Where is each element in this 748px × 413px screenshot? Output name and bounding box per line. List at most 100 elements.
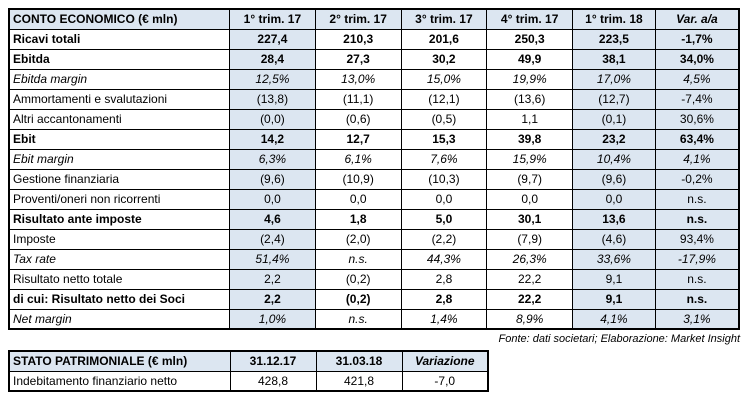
balance-table-body: Indebitamento finanziario netto 428,8 421,… xyxy=(8,370,489,392)
row-label: Ebitda xyxy=(8,48,231,70)
value-cell: (4,6) xyxy=(572,228,656,250)
value-cell: 0,0 xyxy=(400,188,488,210)
value-cell: (0,2) xyxy=(314,288,402,310)
value-cell: 210,3 xyxy=(314,28,402,50)
row-label: Imposte xyxy=(8,228,231,250)
value-cell: (12,7) xyxy=(572,88,656,110)
value-cell: 7,6% xyxy=(400,148,488,170)
column-header-31-03-18: 31.03.18 xyxy=(315,350,403,372)
income-table-title: CONTO ECONOMICO (€ mln) xyxy=(8,8,231,30)
value-cell: 30,1 xyxy=(486,208,574,230)
value-cell: 4,1% xyxy=(654,148,740,170)
value-cell: 1,1 xyxy=(486,108,574,130)
value-cell: 1,8 xyxy=(314,208,402,230)
value-cell: 22,2 xyxy=(486,288,574,310)
value-cell: 93,4% xyxy=(654,228,740,250)
table-row: Ammortamenti e svalutazioni (13,8) (11,1)(… xyxy=(8,88,740,110)
table-row: Ebitda 28,4 27,3 30,2 49,9 38,1 34,0% xyxy=(8,48,740,70)
value-cell: (7,9) xyxy=(486,228,574,250)
value-cell: (0,0) xyxy=(229,108,316,130)
column-header-variazione: Variazione xyxy=(401,350,489,372)
value-cell: 9,1 xyxy=(572,288,656,310)
value-cell: 227,4 xyxy=(229,28,316,50)
value-cell: 15,9% xyxy=(486,148,574,170)
value-cell: 10,4% xyxy=(572,148,656,170)
column-header-q1-17: 1° trim. 17 xyxy=(229,8,316,30)
value-cell: (9,6) xyxy=(572,168,656,190)
table-row: Altri accantonamenti (0,0) (0,6) (0,5) 1,1 (0… xyxy=(8,108,740,130)
table-row: Ebit margin 6,3% 6,1% 7,6% 15,9% 10,4% 4,1% xyxy=(8,148,740,170)
value-cell: 30,6% xyxy=(654,108,740,130)
value-cell: 13,0% xyxy=(314,68,402,90)
value-cell: 9,1 xyxy=(572,268,656,290)
value-cell: 17,0% xyxy=(572,68,656,90)
value-cell: 6,3% xyxy=(229,148,316,170)
value-cell: (13,8) xyxy=(229,88,316,110)
row-label: Risultato ante imposte xyxy=(8,208,231,230)
value-cell: -0,2% xyxy=(654,168,740,190)
row-label: Ammortamenti e svalutazioni xyxy=(8,88,231,110)
table-row: Risultato ante imposte 4,6 1,8 5,0 30,1 13,6 n… xyxy=(8,208,740,230)
row-label: Ebit xyxy=(8,128,231,150)
value-cell: -1,7% xyxy=(654,28,740,50)
balance-header-row: STATO PATRIMONIALE (€ mln) 31.12.17 31.0… xyxy=(8,350,489,372)
column-header-31-12-17: 31.12.17 xyxy=(229,350,317,372)
table-row: Ebit 14,2 12,7 15,3 39,8 23,2 63,4% xyxy=(8,128,740,150)
row-label: Proventi/oneri non ricorrenti xyxy=(8,188,231,210)
value-cell: 12,7 xyxy=(314,128,402,150)
value-cell: 421,8 xyxy=(315,370,403,392)
value-cell: n.s. xyxy=(654,188,740,210)
value-cell: 0,0 xyxy=(229,188,316,210)
value-cell: 26,3% xyxy=(486,248,574,270)
table-row: Tax rate 51,4% n.s. 44,3% 26,3% 33,6% -17,9% xyxy=(8,248,740,270)
value-cell: 5,0 xyxy=(400,208,488,230)
value-cell: (13,6) xyxy=(486,88,574,110)
value-cell: 4,1% xyxy=(572,308,656,330)
value-cell: 2,8 xyxy=(400,288,488,310)
value-cell: 15,0% xyxy=(400,68,488,90)
value-cell: (10,3) xyxy=(400,168,488,190)
page: CONTO ECONOMICO (€ mln) 1° trim. 17 2° t… xyxy=(8,8,740,392)
value-cell: 0,0 xyxy=(486,188,574,210)
value-cell: (11,1) xyxy=(314,88,402,110)
row-label: Tax rate xyxy=(8,248,231,270)
value-cell: 49,9 xyxy=(486,48,574,70)
value-cell: 3,1% xyxy=(654,308,740,330)
value-cell: 44,3% xyxy=(400,248,488,270)
value-cell: 19,9% xyxy=(486,68,574,90)
value-cell: (0,6) xyxy=(314,108,402,130)
row-label: Indebitamento finanziario netto xyxy=(8,370,231,392)
value-cell: 15,3 xyxy=(400,128,488,150)
value-cell: (12,1) xyxy=(400,88,488,110)
value-cell: 2,8 xyxy=(400,268,488,290)
row-label: Net margin xyxy=(8,308,231,330)
table-row: Ricavi totali 227,4 210,3 201,6 250,3 223,5 -1… xyxy=(8,28,740,50)
value-cell: n.s. xyxy=(314,308,402,330)
value-cell: 8,9% xyxy=(486,308,574,330)
value-cell: 51,4% xyxy=(229,248,316,270)
value-cell: 6,1% xyxy=(314,148,402,170)
column-header-q3-17: 3° trim. 17 xyxy=(400,8,488,30)
value-cell: (9,6) xyxy=(229,168,316,190)
row-label: Ebit margin xyxy=(8,148,231,170)
value-cell: 63,4% xyxy=(654,128,740,150)
table-row: Proventi/oneri non ricorrenti 0,0 0,0 0,0 0,… xyxy=(8,188,740,210)
source-note: Fonte: dati societari; Elaborazione: Mar… xyxy=(498,333,740,345)
value-cell: 27,3 xyxy=(314,48,402,70)
income-table-body: Ricavi totali 227,4 210,3 201,6 250,3 223,5 -1… xyxy=(8,28,740,330)
value-cell: 0,0 xyxy=(314,188,402,210)
value-cell: (0,1) xyxy=(572,108,656,130)
value-cell: 33,6% xyxy=(572,248,656,270)
row-label: Ebitda margin xyxy=(8,68,231,90)
table-row: di cui: Risultato netto dei Soci 2,2 (0,2)… xyxy=(8,288,740,310)
value-cell: (10,9) xyxy=(314,168,402,190)
column-header-var-yoy: Var. a/a xyxy=(654,8,740,30)
value-cell: 1,4% xyxy=(400,308,488,330)
table-row: Gestione finanziaria (9,6) (10,9) (10,3) (9,… xyxy=(8,168,740,190)
column-header-q4-17: 4° trim. 17 xyxy=(486,8,574,30)
value-cell: 13,6 xyxy=(572,208,656,230)
value-cell: n.s. xyxy=(654,268,740,290)
value-cell: (2,4) xyxy=(229,228,316,250)
value-cell: 34,0% xyxy=(654,48,740,70)
value-cell: (2,2) xyxy=(400,228,488,250)
